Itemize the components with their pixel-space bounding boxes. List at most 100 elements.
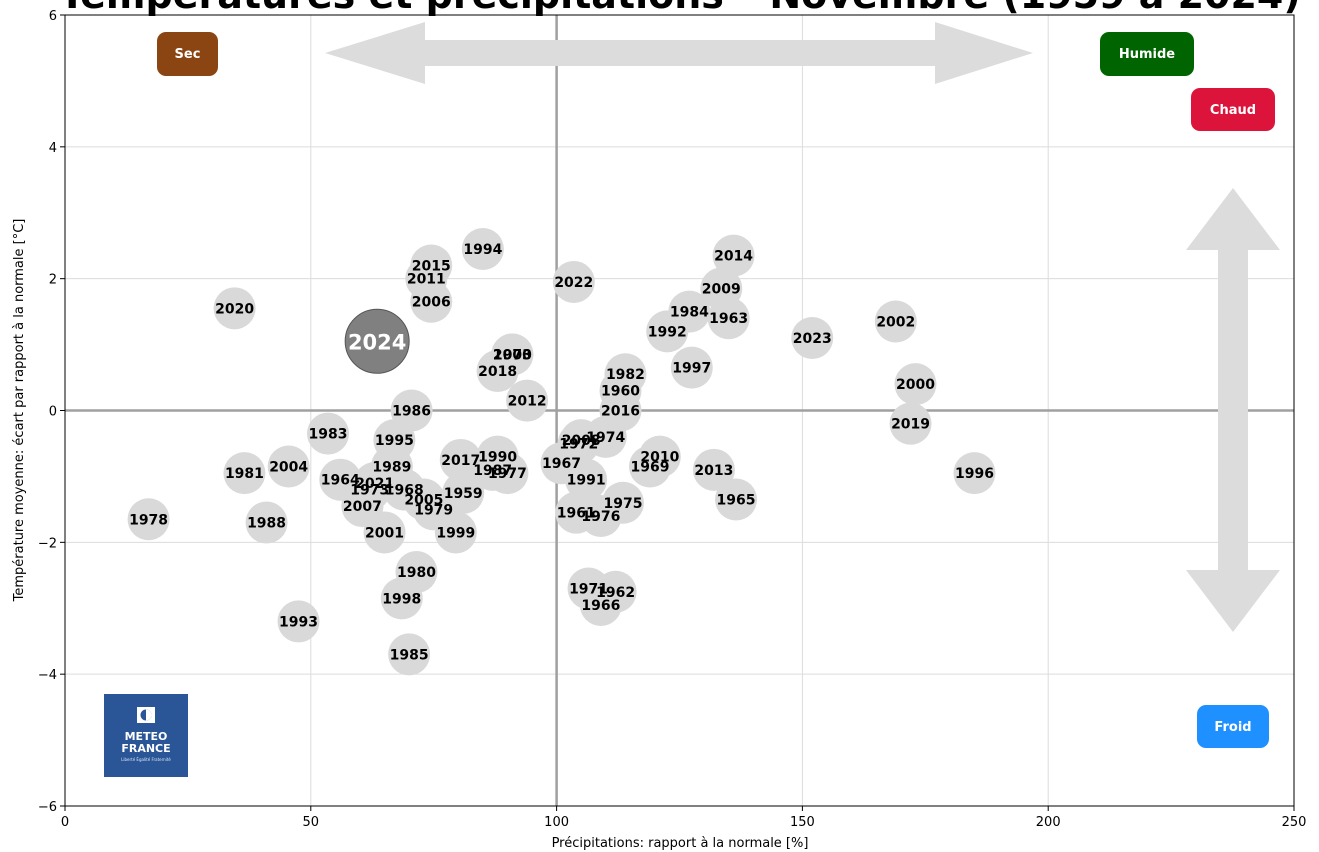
point-label: 2018 bbox=[478, 364, 517, 380]
point-label: 1978 bbox=[129, 512, 168, 528]
point-label: 2017 bbox=[441, 453, 480, 469]
point-label: 2001 bbox=[365, 525, 404, 541]
point-label: 1984 bbox=[670, 305, 709, 321]
point-label: 2021 bbox=[355, 476, 394, 492]
meteo-france-logo: METEO FRANCE Liberté Égalité Fraternité bbox=[104, 694, 188, 777]
logo-small-text: Liberté Égalité Fraternité bbox=[121, 757, 171, 762]
point-marker bbox=[715, 478, 758, 521]
chart-title: Températures et précipitations – Novembr… bbox=[59, 0, 1300, 17]
data-point bbox=[380, 577, 423, 620]
badge-chaud-label: Chaud bbox=[1210, 103, 1256, 118]
point-label: 1964 bbox=[321, 473, 360, 489]
logo-line2: FRANCE bbox=[121, 742, 170, 755]
point-marker bbox=[380, 577, 423, 620]
point-label: 1992 bbox=[648, 324, 687, 340]
badge-froid: Froid bbox=[1197, 705, 1269, 748]
data-point bbox=[127, 498, 170, 541]
point-label: 1989 bbox=[372, 460, 411, 476]
point-label: 1976 bbox=[581, 509, 620, 525]
badge-sec: Sec bbox=[157, 32, 218, 76]
x-tick-label: 200 bbox=[1036, 815, 1061, 830]
axis-ticks: 0 50 100 150 200 250 −6 −4 −2 0 2 4 6 bbox=[38, 9, 1307, 830]
point-marker bbox=[565, 458, 608, 501]
point-marker bbox=[604, 353, 647, 396]
x-tick-label: 100 bbox=[544, 815, 569, 830]
point-label: 2019 bbox=[891, 417, 930, 433]
point-marker bbox=[373, 419, 416, 462]
point-marker bbox=[267, 445, 310, 488]
x-tick-label: 50 bbox=[303, 815, 320, 830]
direction-arrows bbox=[325, 22, 1280, 632]
logo-line1: METEO bbox=[125, 730, 168, 743]
data-point bbox=[953, 452, 996, 495]
data-point bbox=[439, 438, 482, 481]
point-label: 2004 bbox=[269, 460, 308, 476]
badge-sec-label: Sec bbox=[175, 47, 201, 62]
point-label: 1965 bbox=[717, 492, 756, 508]
data-point bbox=[410, 244, 453, 287]
point-label: 1959 bbox=[444, 486, 483, 502]
point-marker bbox=[791, 316, 834, 359]
data-point bbox=[434, 511, 477, 554]
y-tick-label: −2 bbox=[38, 536, 57, 551]
point-label: 1972 bbox=[559, 436, 598, 452]
data-point bbox=[388, 633, 431, 676]
point-label: 2000 bbox=[896, 377, 935, 393]
badge-humide-label: Humide bbox=[1119, 47, 1175, 62]
point-label: 2011 bbox=[407, 272, 446, 288]
badge-chaud: Chaud bbox=[1191, 88, 1275, 131]
point-marker bbox=[506, 379, 549, 422]
point-label: 1960 bbox=[601, 384, 640, 400]
data-point bbox=[560, 419, 603, 462]
point-label: 1979 bbox=[414, 502, 453, 518]
point-label: 1974 bbox=[586, 430, 625, 446]
point-label: 2002 bbox=[876, 315, 915, 331]
y-axis-label: Température moyenne: écart par rapport à… bbox=[12, 219, 27, 603]
badge-humide: Humide bbox=[1100, 32, 1194, 76]
data-point bbox=[491, 333, 534, 376]
point-label: 2016 bbox=[601, 404, 640, 420]
point-label: 1962 bbox=[596, 585, 635, 601]
highlight-label: 2024 bbox=[348, 330, 406, 354]
point-label: 1982 bbox=[606, 367, 645, 383]
point-label: 2013 bbox=[694, 463, 733, 479]
highlight-marker bbox=[344, 308, 410, 374]
point-label: 1971 bbox=[569, 581, 608, 597]
point-label: 1997 bbox=[672, 361, 711, 377]
point-marker bbox=[388, 633, 431, 676]
point-marker bbox=[353, 462, 396, 505]
badge-froid-label: Froid bbox=[1214, 720, 1251, 735]
point-label: 1970 bbox=[493, 347, 532, 363]
data-point bbox=[461, 228, 504, 271]
highlight-point: 2024 bbox=[344, 308, 410, 374]
horizontal-arrow-icon bbox=[325, 22, 1033, 84]
point-label: 1991 bbox=[567, 473, 606, 489]
data-point bbox=[874, 300, 917, 343]
data-point bbox=[889, 402, 932, 445]
point-label: 1980 bbox=[397, 565, 436, 581]
point-marker bbox=[700, 267, 743, 310]
data-point bbox=[476, 435, 519, 478]
point-marker bbox=[579, 494, 622, 537]
point-marker bbox=[646, 310, 689, 353]
point-label: 1987 bbox=[473, 463, 512, 479]
data-point bbox=[579, 494, 622, 537]
data-point bbox=[506, 379, 549, 422]
data-point bbox=[223, 452, 266, 495]
point-label: 2005 bbox=[404, 492, 443, 508]
point-label: 2014 bbox=[714, 249, 753, 265]
point-label: 1986 bbox=[392, 404, 431, 420]
point-marker bbox=[439, 438, 482, 481]
point-label: 1994 bbox=[463, 242, 502, 258]
data-point bbox=[552, 260, 595, 303]
scatter-points: 1959 1960 1961 1962 1963 1964 1965 1966 1967 1968… bbox=[127, 228, 996, 676]
point-marker bbox=[245, 501, 288, 544]
point-label: 2006 bbox=[412, 295, 451, 311]
point-label: 1961 bbox=[557, 506, 596, 522]
point-label: 2003 bbox=[493, 347, 532, 363]
point-marker bbox=[223, 452, 266, 495]
point-label: 1975 bbox=[603, 496, 642, 512]
data-point bbox=[599, 389, 642, 432]
point-label: 1996 bbox=[955, 466, 994, 482]
data-point bbox=[267, 445, 310, 488]
